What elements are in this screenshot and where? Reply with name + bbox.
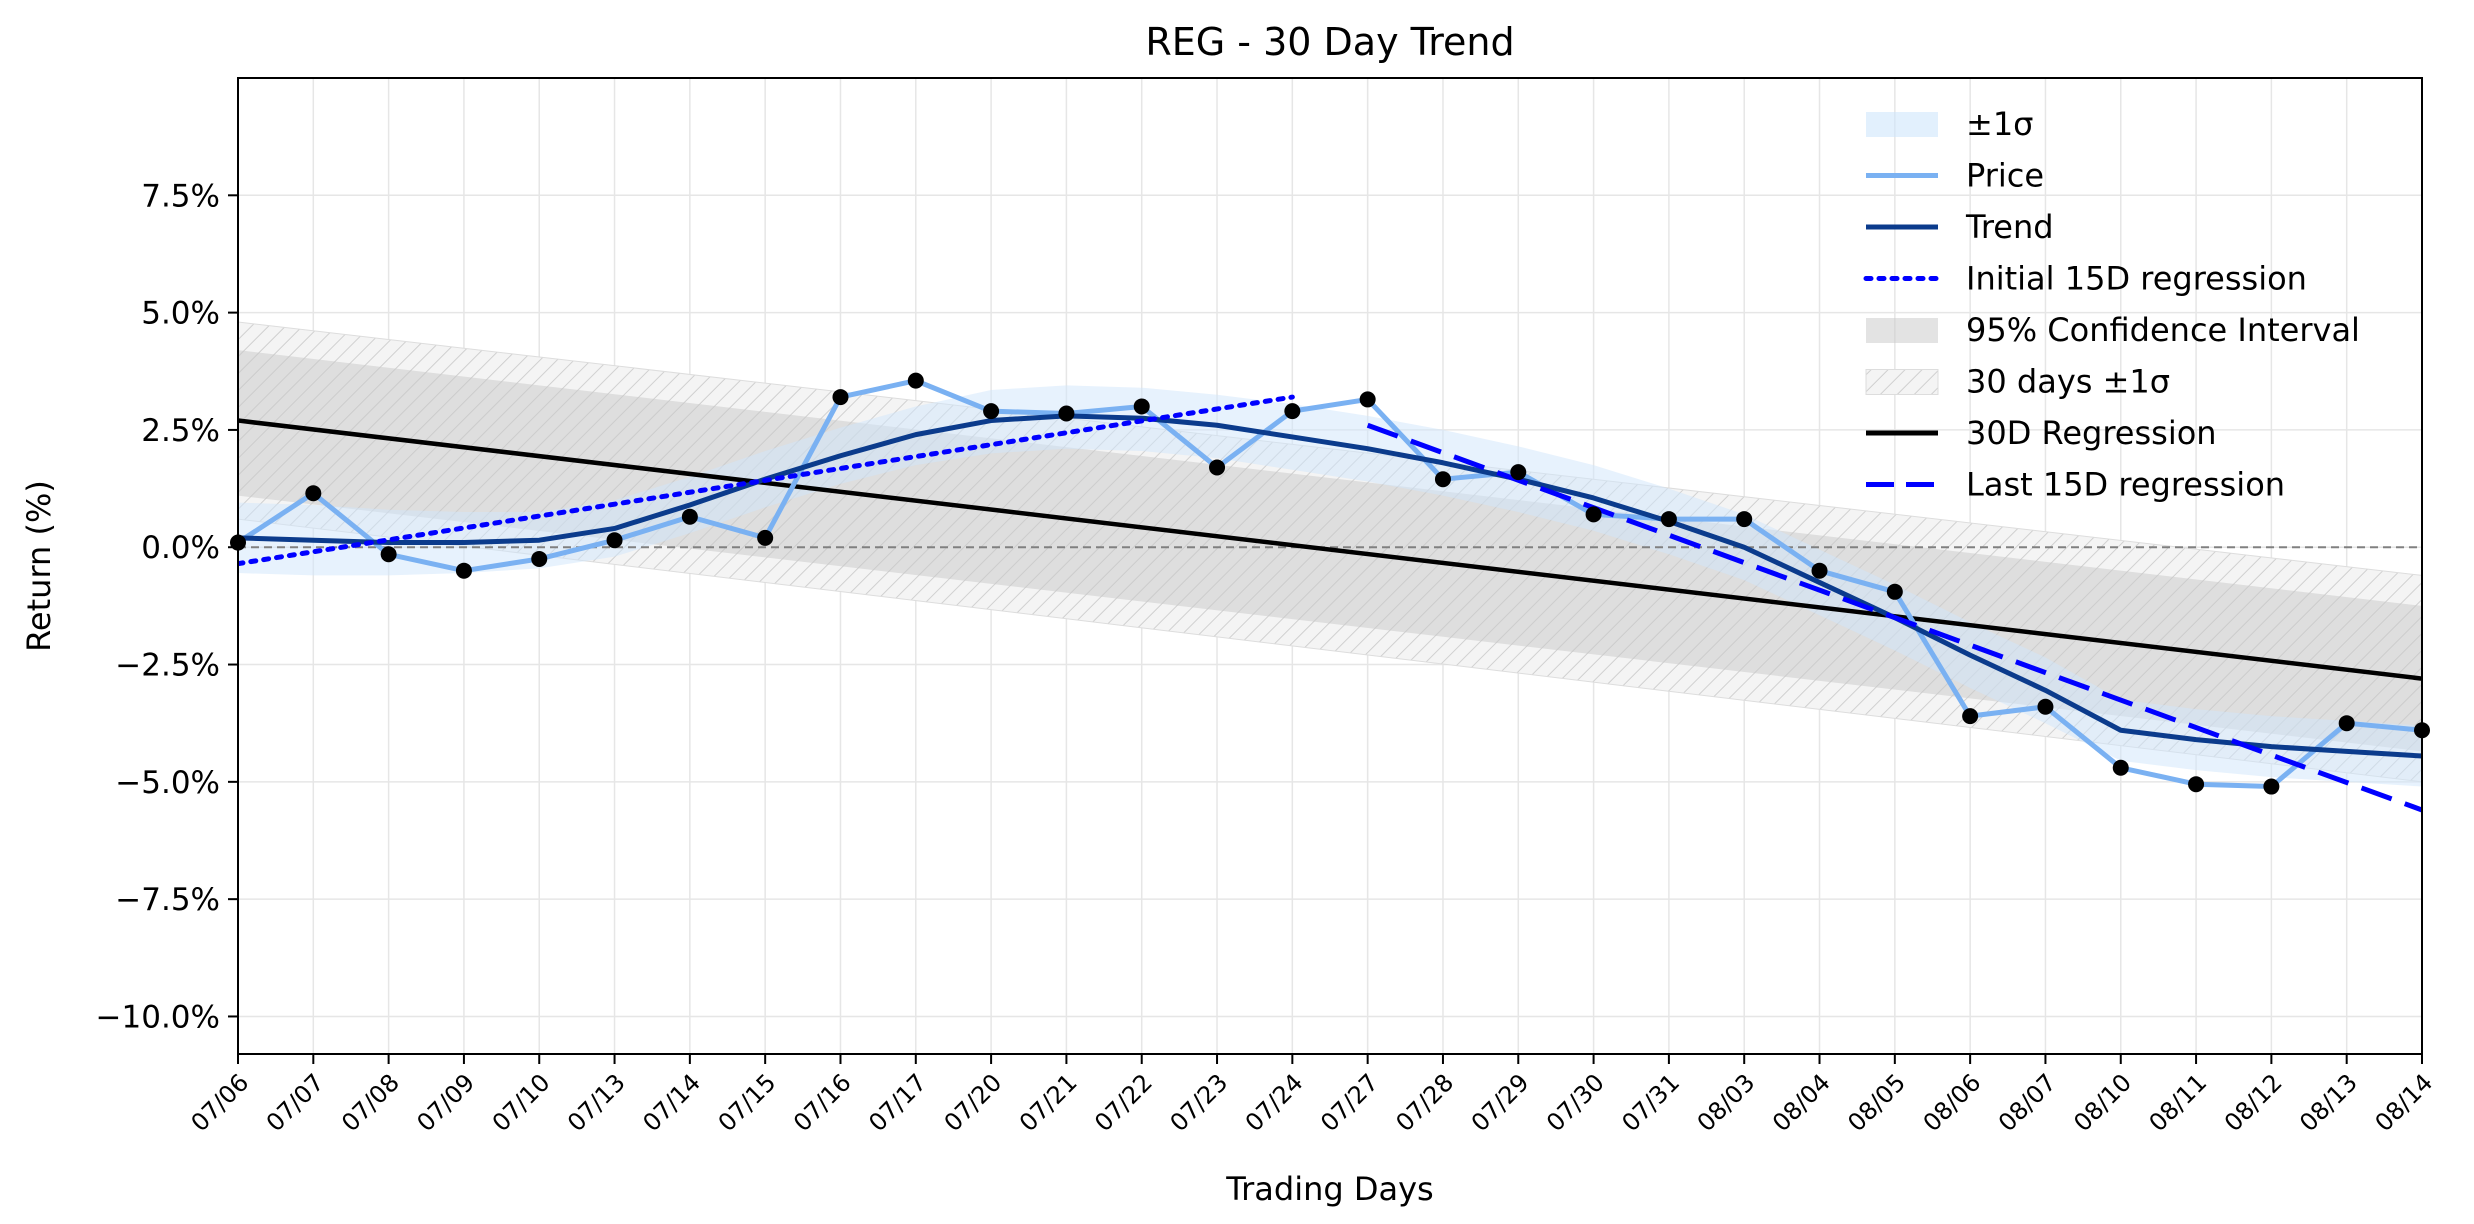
price-point [1359,391,1376,408]
price-point [531,550,548,567]
x-tick-label: 07/21 [1014,1068,1083,1137]
x-tick-label: 07/07 [261,1068,330,1137]
x-tick-label: 08/11 [2144,1068,2213,1137]
x-tick-label: 07/14 [637,1068,706,1137]
price-point [832,389,849,406]
y-axis: −10.0% −7.5% −5.0% −2.5% 0.0% 2.5% 5.0% 7.5% [96,178,238,1035]
plot-frame [237,77,2423,1055]
legend: ±1σ Price Trend Initial 15D regression 95% C… [1863,105,2360,504]
x-tick-label: 08/06 [1918,1068,1987,1137]
price-point [305,485,322,502]
x-tick-label: 07/13 [562,1068,631,1137]
y-tick-label: 0.0% [141,530,220,566]
x-tick-label: 07/20 [939,1068,1008,1137]
price-point [1962,708,1979,725]
x-tick-label: 07/15 [713,1068,782,1137]
legend-label: 30 days ±1σ [1966,363,2170,401]
x-tick-label: 07/08 [336,1068,405,1137]
y-axis-label: Return (%) [20,480,58,652]
x-tick-label: 07/23 [1165,1068,1234,1137]
price-point [606,532,623,549]
legend-swatch [1866,318,1938,343]
x-tick-label: 07/24 [1240,1068,1309,1137]
y-tick-label: −5.0% [115,765,220,801]
legend-swatch [1865,369,1939,395]
x-tick-label: 08/04 [1767,1068,1836,1137]
legend-label: 95% Confidence Interval [1966,311,2360,349]
price-point [455,562,472,579]
price-point [1585,506,1602,523]
x-tick-label: 07/29 [1466,1068,1535,1137]
legend-swatch [1866,112,1938,137]
x-tick-label: 07/22 [1089,1068,1158,1137]
price-point [1133,398,1150,415]
x-tick-label: 07/09 [411,1068,480,1137]
x-tick-label: 07/30 [1541,1068,1610,1137]
x-tick-label: 07/31 [1616,1068,1685,1137]
y-tick-label: −2.5% [115,648,220,684]
x-tick-label: 08/10 [2068,1068,2137,1137]
x-tick-label: 08/05 [1842,1068,1911,1137]
x-tick-label: 07/28 [1390,1068,1459,1137]
price-point [1886,583,1903,600]
price-point [681,508,698,525]
x-tick-label: 08/03 [1692,1068,1761,1137]
legend-label: Trend [1965,208,2054,246]
x-tick-label: 07/06 [186,1068,255,1137]
price-point [1811,562,1828,579]
x-tick-label: 07/27 [1315,1068,1384,1137]
price-point [2188,776,2205,793]
last-regression-line [1366,422,2422,813]
price-point [2112,759,2129,776]
price-line [238,378,2422,790]
price-point [757,529,774,546]
y-tick-label: 5.0% [141,296,220,332]
initial-regression-line [238,394,1295,567]
price-point [983,403,1000,420]
price-point [1434,471,1451,488]
chart-title: REG - 30 Day Trend [1145,20,1514,64]
price-point [2037,698,2054,715]
price-point [380,546,397,563]
y-tick-label: 2.5% [141,413,220,449]
y-tick-label: −7.5% [115,882,220,918]
price-point [1058,405,1075,422]
x-tick-label: 07/16 [788,1068,857,1137]
legend-label: Initial 15D regression [1966,260,2307,298]
price-point [2338,715,2355,732]
trend-line [238,413,2422,759]
x-tick-label: 07/10 [487,1068,556,1137]
price-point [907,372,924,389]
x-tick-label: 08/14 [2370,1068,2439,1137]
price-point [1510,464,1527,481]
price-point [1284,403,1301,420]
x-tick-label: 08/07 [1993,1068,2062,1137]
x-axis-label: Trading Days [1225,1170,1433,1208]
lines [238,378,2422,813]
x-tick-label: 08/13 [2294,1068,2363,1137]
y-tick-label: 7.5% [141,178,220,214]
regression-30d-line [238,418,2422,681]
price-point [1736,511,1753,528]
legend-label: 30D Regression [1966,414,2217,452]
legend-label: Last 15D regression [1966,466,2285,504]
price-point [1660,511,1677,528]
price-point [1209,459,1226,476]
legend-label: ±1σ [1966,105,2033,143]
y-tick-label: −10.0% [96,999,220,1035]
x-tick-label: 08/12 [2219,1068,2288,1137]
x-tick-label: 07/17 [863,1068,932,1137]
x-axis: 07/06 07/07 07/08 07/09 07/10 07/13 07/14 07/15… [186,1054,2439,1137]
price-point [2263,778,2280,795]
legend-label: Price [1966,157,2044,195]
